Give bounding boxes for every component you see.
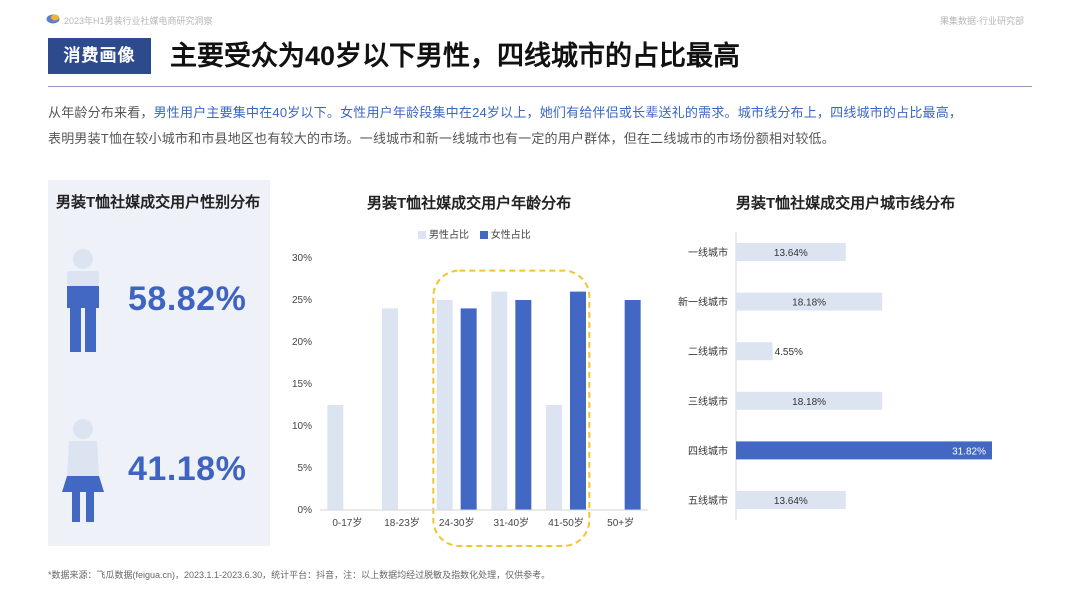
- title-divider: [48, 86, 1032, 87]
- x-tick-label: 24-30岁: [439, 516, 475, 529]
- legend-female-label: 女性占比: [490, 230, 531, 241]
- age-chart-title: 男装T恤社媒成交用户年龄分布: [367, 195, 572, 212]
- x-tick-label: 41-50岁: [548, 516, 584, 529]
- x-tick-label: 31-40岁: [494, 516, 530, 529]
- x-tick-label: 0-17岁: [332, 516, 362, 529]
- city-value-label: 13.64%: [774, 496, 808, 507]
- city-category-label: 一线城市: [688, 246, 728, 259]
- legend-female: 女性占比: [479, 230, 531, 241]
- city-category-label: 四线城市: [688, 444, 728, 457]
- city-value-label: 13.64%: [774, 248, 808, 259]
- report-title: 2023年H1男装行业社媒电商研究洞察: [64, 16, 213, 26]
- page-title: 主要受众为40岁以下男性，四线城市的占比最高: [170, 41, 741, 71]
- city-value-label: 4.55%: [775, 347, 803, 358]
- legend-male-swatch: [418, 231, 426, 239]
- city-bar-四线城市: [736, 441, 992, 460]
- city-value-label: 31.82%: [952, 446, 986, 457]
- y-tick-label: 30%: [292, 253, 312, 264]
- male-bar-41-50岁: [546, 405, 562, 510]
- female-percentage: 41.18%: [128, 450, 247, 488]
- age-distribution-chart: 0% 5% 10% 15% 20% 25% 30% 0-17岁 18-23岁 24-30岁 31-4…: [292, 253, 648, 547]
- male-bar-18-23岁: [382, 308, 398, 510]
- female-bar-24-30岁: [460, 308, 477, 510]
- female-figure-icon: [62, 419, 104, 522]
- city-bar-三线城市: [736, 391, 883, 410]
- org-name: 果集数据·行业研究部: [940, 16, 1024, 26]
- section-tag: 消费画像: [48, 38, 151, 74]
- legend-male-label: 男性占比: [429, 230, 469, 241]
- female-bar-31-40岁: [515, 300, 532, 510]
- city-value-label: 18.18%: [792, 298, 826, 309]
- top-bar: 2023年H1男装行业社媒电商研究洞察 果集数据·行业研究部: [46, 12, 1036, 28]
- highlight-box: [432, 269, 591, 547]
- legend-female-swatch: [479, 231, 488, 239]
- female-bar-41-50岁: [570, 291, 586, 510]
- y-tick-label: 10%: [292, 421, 312, 432]
- city-bar-五线城市: [736, 491, 846, 509]
- description-text: 从年龄分布来看，男性用户主要集中在40岁以下。女性用户年龄段集中在24岁以上，她…: [48, 100, 1038, 152]
- city-chart-title: 男装T恤社媒成交用户城市线分布: [736, 195, 956, 212]
- y-tick-label: 5%: [298, 463, 313, 474]
- x-tick-label: 50+岁: [607, 516, 634, 529]
- brand-logo-icon: [46, 14, 60, 24]
- male-bar-31-40岁: [491, 291, 508, 510]
- city-value-label: 18.18%: [792, 397, 826, 408]
- data-source-note: *数据来源：飞瓜数据(feigua.cn)，2023.1.1-2023.6.30…: [48, 570, 551, 580]
- female-bar-50+岁: [624, 300, 641, 510]
- city-bar-新一线城市: [736, 292, 883, 311]
- gender-chart-title: 男装T恤社媒成交用户性别分布: [56, 194, 261, 211]
- city-category-label: 三线城市: [688, 395, 728, 408]
- male-bar-24-30岁: [436, 300, 453, 510]
- description-intro: 从年龄分布来看，: [48, 105, 154, 120]
- male-percentage: 58.82%: [128, 280, 247, 318]
- description-rest: 表明男装T恤在较小城市和市县地区也有较大的市场。一线城市和新一线城市也有一定的用…: [48, 131, 835, 146]
- y-tick-label: 20%: [292, 337, 312, 348]
- y-tick-label: 15%: [292, 379, 312, 390]
- male-figure-icon: [67, 249, 99, 352]
- x-tick-label: 18-23岁: [384, 516, 420, 529]
- male-bar-0-17岁: [327, 405, 344, 510]
- city-bar-二线城市: [736, 342, 773, 361]
- city-category-label: 二线城市: [688, 345, 728, 358]
- city-category-label: 新一线城市: [678, 296, 728, 309]
- y-tick-label: 25%: [292, 295, 312, 306]
- description-highlight: 男性用户主要集中在40岁以下。女性用户年龄段集中在24岁以上，她们有给伴侣或长辈…: [153, 105, 963, 120]
- city-bar-一线城市: [736, 243, 846, 261]
- legend-male: 男性占比: [418, 230, 469, 241]
- city-tier-chart: 一线城市 13.64% 新一线城市 18.18% 二线城市 4.55% 三线城市 18.18%…: [678, 232, 992, 520]
- y-tick-label: 0%: [298, 505, 313, 516]
- age-chart-legend: 男性占比 女性占比: [418, 226, 539, 241]
- city-category-label: 五线城市: [688, 494, 728, 507]
